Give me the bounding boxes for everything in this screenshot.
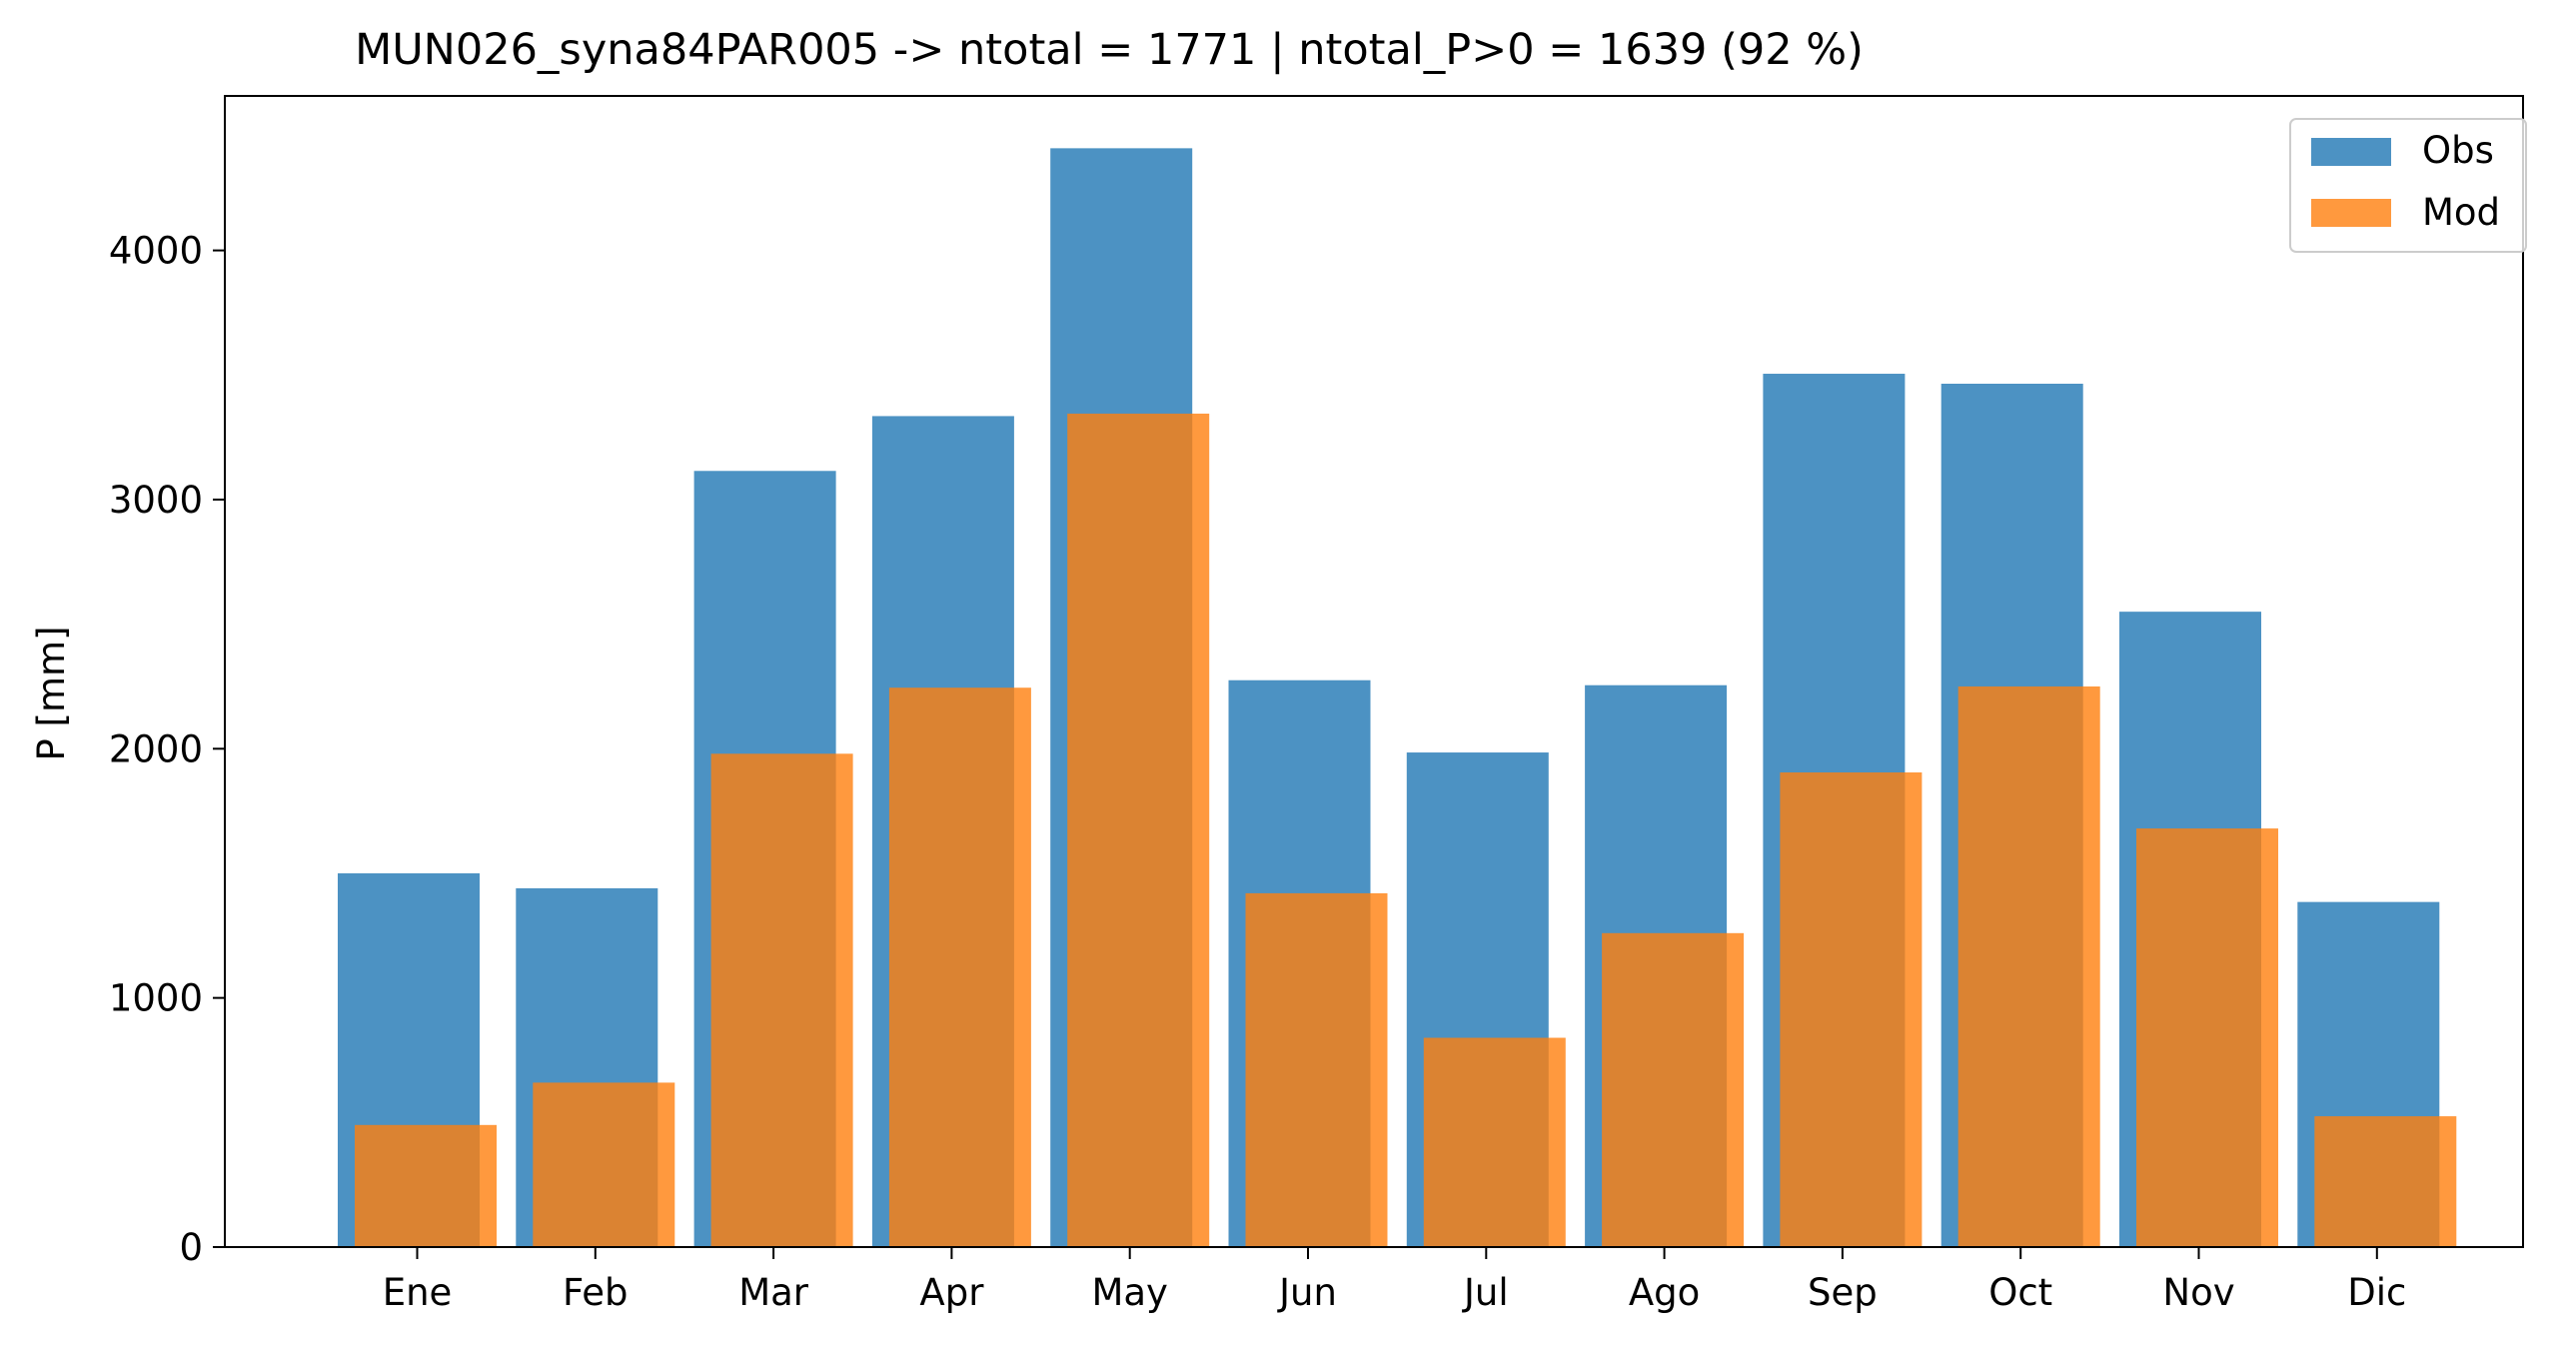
- bar-mod-nov: [2136, 828, 2278, 1247]
- bar-mod-feb: [533, 1082, 675, 1247]
- x-tick-label-ene: Ene: [383, 1271, 453, 1314]
- x-tick-label-mar: Mar: [738, 1271, 809, 1314]
- x-tick-label-jun: Jun: [1277, 1271, 1337, 1314]
- x-tick-label-dic: Dic: [2347, 1271, 2406, 1314]
- legend-swatch-obs: [2311, 138, 2391, 166]
- x-tick-label-ago: Ago: [1629, 1271, 1700, 1314]
- x-tick-label-feb: Feb: [563, 1271, 629, 1314]
- bar-mod-ene: [355, 1124, 497, 1247]
- x-tick-label-jul: Jul: [1462, 1271, 1509, 1314]
- chart-title: MUN026_syna84PAR005 -> ntotal = 1771 | n…: [355, 25, 1864, 75]
- bar-mod-mar: [710, 753, 853, 1247]
- y-axis-ticks: 0 1000 2000 3000 4000: [109, 230, 225, 1269]
- x-tick-label-oct: Oct: [1988, 1271, 2052, 1314]
- y-tick-label: 1000: [109, 977, 203, 1020]
- bar-mod-dic: [2314, 1116, 2457, 1247]
- y-tick-label: 3000: [109, 479, 203, 522]
- legend: Obs Mod: [2289, 118, 2527, 253]
- x-tick-label-sep: Sep: [1808, 1271, 1878, 1314]
- legend-label-obs: Obs: [2422, 129, 2494, 172]
- x-tick-label-may: May: [1091, 1271, 1168, 1314]
- legend-swatch-mod: [2311, 199, 2391, 227]
- y-axis-label: P [mm]: [30, 626, 73, 760]
- plot-frame: [224, 95, 2524, 1248]
- x-tick-label-apr: Apr: [919, 1271, 984, 1314]
- legend-label-mod: Mod: [2422, 191, 2500, 234]
- bar-mod-oct: [1957, 685, 2100, 1247]
- bar-mod-jul: [1423, 1037, 1566, 1247]
- y-tick-label: 2000: [109, 727, 203, 770]
- bar-mod-may: [1067, 413, 1210, 1247]
- bar-mod-ago: [1602, 932, 1745, 1247]
- series-mod-bars: [355, 413, 2457, 1247]
- x-tick-label-nov: Nov: [2162, 1271, 2234, 1314]
- bar-mod-sep: [1780, 771, 1923, 1247]
- bar-mod-apr: [888, 687, 1031, 1247]
- y-tick-label: 0: [179, 1226, 203, 1269]
- bar-mod-jun: [1245, 892, 1388, 1247]
- y-tick-label: 4000: [109, 230, 203, 273]
- x-axis-ticks: Ene Feb Mar Apr May Jun Jul Ago Sep Oct Nov Dic: [383, 1247, 2406, 1314]
